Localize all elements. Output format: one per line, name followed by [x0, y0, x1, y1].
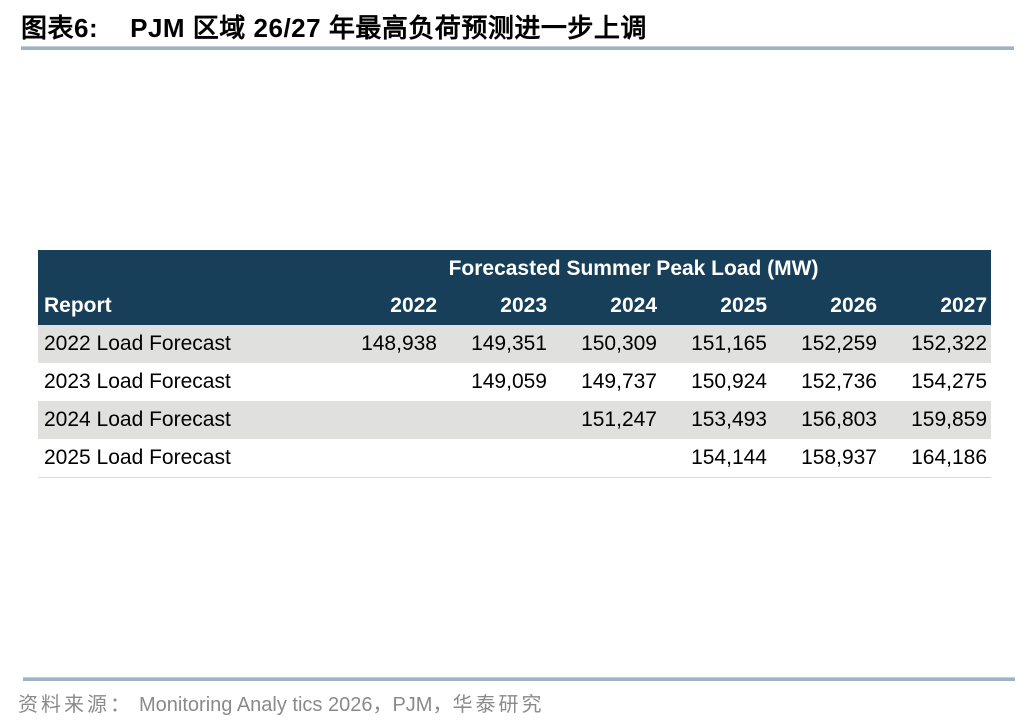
value-cell: 153,493	[661, 401, 771, 439]
figure-title-text: PJM 区域 26/27 年最高负荷预测进一步上调	[130, 13, 647, 43]
table-header-row-columns: Report 2022 2023 2024 2025 2026 2027	[38, 287, 992, 325]
table-container: Forecasted Summer Peak Load (MW) Report …	[38, 250, 992, 478]
value-cell	[331, 439, 441, 477]
col-header-2022: 2022	[331, 287, 441, 325]
source-org: 华泰研究	[452, 694, 545, 716]
value-cell	[551, 439, 661, 477]
merged-header-spacer	[38, 250, 331, 287]
col-header-2027: 2027	[881, 287, 992, 325]
table-row: 2022 Load Forecast 148,938 149,351 150,3…	[38, 325, 992, 363]
value-cell: 152,259	[771, 325, 881, 363]
value-cell: 150,924	[661, 363, 771, 401]
value-cell: 149,737	[551, 363, 661, 401]
value-cell	[441, 439, 551, 477]
row-label: 2024 Load Forecast	[38, 401, 331, 439]
col-header-report: Report	[38, 287, 331, 325]
value-cell: 149,351	[441, 325, 551, 363]
value-cell: 148,938	[331, 325, 441, 363]
title-divider-line	[21, 46, 1014, 50]
table-header-row-merged: Forecasted Summer Peak Load (MW)	[38, 250, 992, 287]
source-body: Monitoring Analy tics 2026，PJM，	[139, 694, 453, 716]
col-header-2024: 2024	[551, 287, 661, 325]
row-label: 2023 Load Forecast	[38, 363, 331, 401]
value-cell: 151,247	[551, 401, 661, 439]
page-title: 图表6: PJM 区域 26/27 年最高负荷预测进一步上调	[21, 8, 647, 45]
value-cell: 154,275	[881, 363, 992, 401]
value-cell: 159,859	[881, 401, 992, 439]
value-cell: 152,736	[771, 363, 881, 401]
peak-load-table: Forecasted Summer Peak Load (MW) Report …	[38, 250, 992, 478]
row-label: 2025 Load Forecast	[38, 439, 331, 477]
merged-header-cell: Forecasted Summer Peak Load (MW)	[331, 250, 992, 287]
value-cell: 152,322	[881, 325, 992, 363]
row-label: 2022 Load Forecast	[38, 325, 331, 363]
footer-divider-line	[23, 677, 1015, 681]
col-header-2026: 2026	[771, 287, 881, 325]
value-cell	[331, 401, 441, 439]
table-row: 2023 Load Forecast 149,059 149,737 150,9…	[38, 363, 992, 401]
value-cell: 156,803	[771, 401, 881, 439]
value-cell: 158,937	[771, 439, 881, 477]
value-cell: 164,186	[881, 439, 992, 477]
source-label: 资料来源：	[18, 694, 133, 716]
figure-number-label: 图表6:	[21, 13, 99, 43]
value-cell: 149,059	[441, 363, 551, 401]
value-cell	[441, 401, 551, 439]
col-header-2023: 2023	[441, 287, 551, 325]
source-note: 资料来源： Monitoring Analy tics 2026，PJM，华泰研究	[18, 688, 544, 717]
value-cell: 151,165	[661, 325, 771, 363]
value-cell: 154,144	[661, 439, 771, 477]
table-row: 2024 Load Forecast 151,247 153,493 156,8…	[38, 401, 992, 439]
value-cell	[331, 363, 441, 401]
col-header-2025: 2025	[661, 287, 771, 325]
table-row: 2025 Load Forecast 154,144 158,937 164,1…	[38, 439, 992, 477]
value-cell: 150,309	[551, 325, 661, 363]
